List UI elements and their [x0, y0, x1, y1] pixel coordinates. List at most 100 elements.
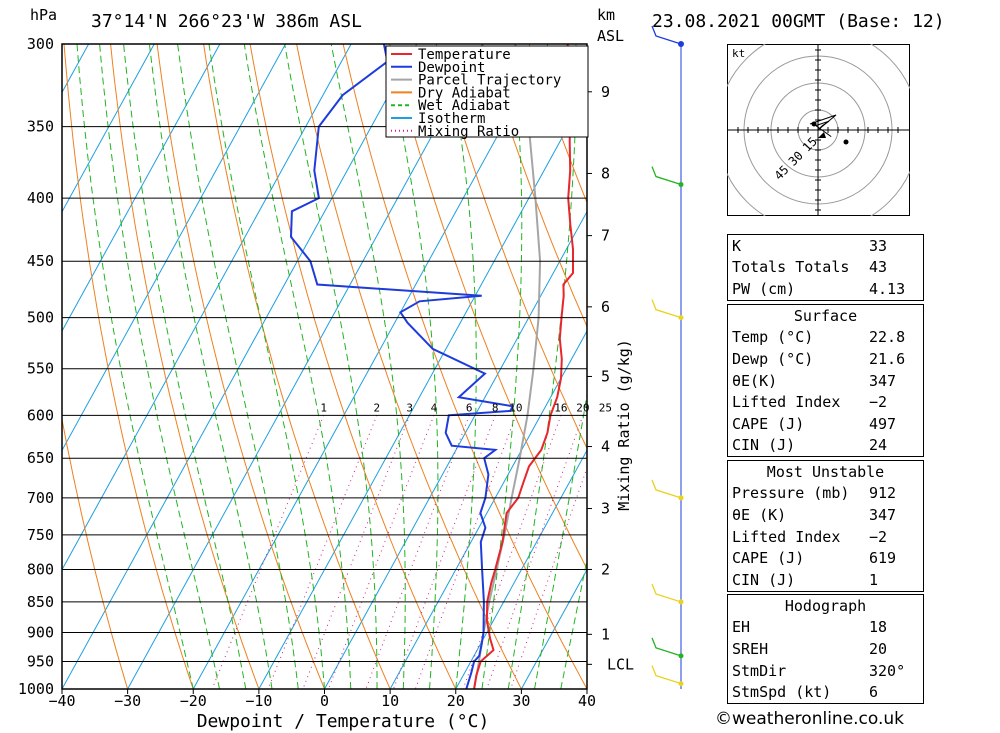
- pressure-tick-label: 900: [27, 624, 54, 642]
- surface-table: Surface Temp (°C) 22.8 Dewp (°C) 21.6 θE(K…: [727, 304, 924, 458]
- mixing-ratio-tick-label: 6: [466, 401, 473, 414]
- surface-row: Dewp (°C) 21.6: [732, 349, 906, 368]
- mixing-ratio-tick-label: 4: [431, 401, 438, 414]
- most-unstable-row: CIN (J) 1: [732, 570, 879, 589]
- km-tick-label: 5: [601, 367, 610, 385]
- km-tick-label: 9: [601, 83, 610, 101]
- pressure-tick-label: 650: [27, 449, 54, 467]
- location-title: 37°14'N 266°23'W 386m ASL: [91, 11, 362, 32]
- dry-adiabat-line: [249, 44, 457, 689]
- isotherm-line: [258, 91, 587, 689]
- index-row-pw: PW (cm) 4.13: [732, 279, 906, 298]
- mixing-ratio-line: [486, 415, 584, 689]
- wet-adiabat-line: [208, 44, 325, 689]
- pressure-tick-label: 450: [27, 252, 54, 270]
- wet-adiabat-line: [148, 44, 273, 689]
- wind-barb: [651, 166, 682, 186]
- mixing-ratio-axis-title: Mixing Ratio (g/kg): [615, 339, 633, 511]
- pressure-tick-label: 850: [27, 593, 54, 611]
- wet-adiabat-line: [76, 44, 194, 689]
- mixing-ratio-line: [365, 415, 470, 689]
- pressure-tick-label: 800: [27, 560, 54, 578]
- mixing-ratio-tick-label: 2: [374, 401, 381, 414]
- dry-adiabat-line: [435, 44, 587, 450]
- index-row-totals: Totals Totals 43: [732, 258, 888, 277]
- wind-barb: [651, 25, 682, 45]
- wind-barb: [651, 583, 682, 603]
- hodograph-table-title: Hodograph: [784, 596, 867, 615]
- surface-row: Lifted Index −2: [732, 393, 888, 412]
- dry-adiabat-line: [296, 44, 522, 689]
- mixing-ratio-line: [328, 415, 435, 689]
- indices-table: K 33 Totals Totals 43 PW (cm) 4.13: [727, 234, 924, 301]
- mixing-ratio-line: [211, 415, 325, 689]
- asl-unit-label: ASL: [597, 27, 625, 45]
- mixing-ratio-tick-label: 3: [406, 401, 413, 414]
- temperature-profile-line: [473, 44, 574, 689]
- pressure-tick-label: 400: [27, 189, 54, 207]
- wind-barb: [651, 479, 682, 499]
- legend-label: Dry Adiabat: [418, 85, 511, 101]
- pressure-tick-label: 750: [27, 526, 54, 544]
- isotherm-line: [389, 330, 587, 689]
- hodograph-point: [843, 139, 849, 145]
- mixing-ratio-tick-label: 10: [509, 401, 522, 414]
- mixing-ratio-tick-label: 25: [599, 401, 612, 414]
- x-tick-label: 20: [447, 692, 465, 710]
- km-tick-label: 7: [601, 227, 610, 245]
- mixing-ratio-line: [462, 415, 562, 689]
- pressure-tick-label: 350: [27, 118, 54, 136]
- wet-adiabat-line: [384, 44, 439, 689]
- legend-label: Wet Adiabat: [418, 98, 511, 114]
- dry-adiabat-line: [948, 44, 1000, 689]
- mixing-ratio-tick-label: 8: [492, 401, 499, 414]
- mixing-ratio-line: [302, 415, 411, 689]
- x-tick-label: −40: [48, 692, 75, 710]
- hodograph-unit-label: kt: [732, 47, 745, 60]
- legend-box: [385, 45, 589, 138]
- dry-adiabat-line: [110, 44, 260, 689]
- isotherm-line: [62, 44, 221, 333]
- km-tick-label: 2: [601, 560, 610, 578]
- isotherm-line: [127, 44, 483, 689]
- isotherm-line: [62, 44, 352, 571]
- isotherm-line: [0, 44, 23, 689]
- most-unstable-row: Pressure (mb) 912: [732, 484, 897, 503]
- surface-title: Surface: [793, 306, 858, 325]
- km-tick-label: 6: [601, 298, 610, 316]
- legend-label: Parcel Trajectory: [418, 73, 561, 89]
- most-unstable-row: CAPE (J) 619: [732, 549, 897, 568]
- pressure-tick-label: 600: [27, 406, 54, 424]
- wet-adiabat-line: [330, 44, 406, 689]
- copyright-text: ©weatheronline.co.uk: [715, 709, 905, 729]
- surface-row: CIN (J) 24: [732, 436, 888, 455]
- hodograph-row: SREH 20: [732, 639, 888, 658]
- wet-adiabat-line: [123, 44, 247, 689]
- isotherm-line: [520, 568, 587, 689]
- mixing-ratio-line: [414, 415, 517, 689]
- most-unstable-row: θE (K) 347: [732, 505, 897, 524]
- mixing-ratio-tick-label: 20: [576, 401, 589, 414]
- mixing-ratio-tick-label: 1: [320, 401, 327, 414]
- surface-row: Temp (°C) 22.8: [732, 328, 906, 347]
- mixing-ratio-line: [510, 466, 587, 689]
- isotherm-line: [62, 44, 155, 213]
- wind-barb: [651, 637, 682, 657]
- hodograph-trace: [809, 114, 837, 131]
- x-tick-label: 40: [578, 692, 596, 710]
- hodograph-row: EH 18: [732, 618, 888, 637]
- dry-adiabat-line: [203, 44, 391, 689]
- x-tick-label: −10: [245, 692, 272, 710]
- wet-adiabat-line: [507, 44, 577, 689]
- x-axis-title: Dewpoint / Temperature (°C): [197, 711, 490, 732]
- most-unstable-table: Most Unstable Pressure (mb) 912 θE (K) 347…: [727, 460, 924, 592]
- dry-adiabat-line: [482, 44, 587, 328]
- km-tick-label: 1: [601, 625, 610, 643]
- legend-label: Dewpoint: [418, 60, 485, 76]
- most-unstable-title: Most Unstable: [766, 462, 885, 481]
- legend-label: Temperature: [418, 47, 511, 63]
- km-tick-label: 4: [601, 438, 610, 456]
- dewpoint-profile-line: [289, 44, 515, 689]
